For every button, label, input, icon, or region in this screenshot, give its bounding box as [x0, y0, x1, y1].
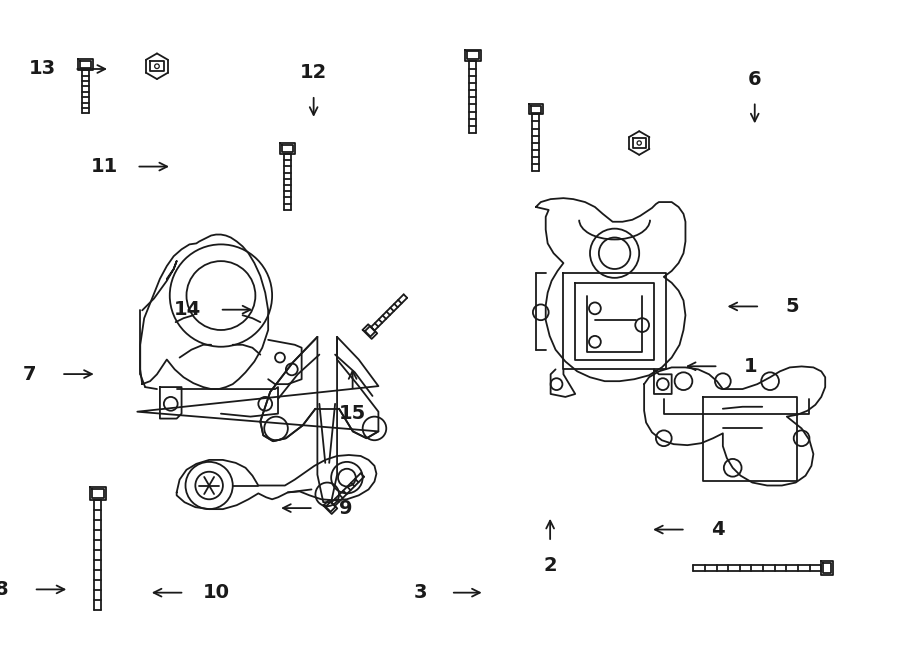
Text: 10: 10: [202, 583, 230, 602]
Text: 1: 1: [743, 357, 757, 376]
Text: 8: 8: [0, 580, 9, 599]
Text: 4: 4: [711, 520, 724, 539]
Text: 12: 12: [300, 63, 328, 82]
Text: 9: 9: [338, 498, 352, 518]
Text: 5: 5: [785, 297, 799, 316]
Text: 3: 3: [414, 583, 427, 602]
Text: 7: 7: [22, 365, 36, 383]
Text: 13: 13: [29, 59, 56, 79]
Text: 2: 2: [544, 556, 557, 575]
Text: 15: 15: [339, 404, 366, 423]
Text: 6: 6: [748, 70, 761, 89]
Text: 14: 14: [175, 300, 202, 319]
Text: 11: 11: [91, 157, 118, 176]
